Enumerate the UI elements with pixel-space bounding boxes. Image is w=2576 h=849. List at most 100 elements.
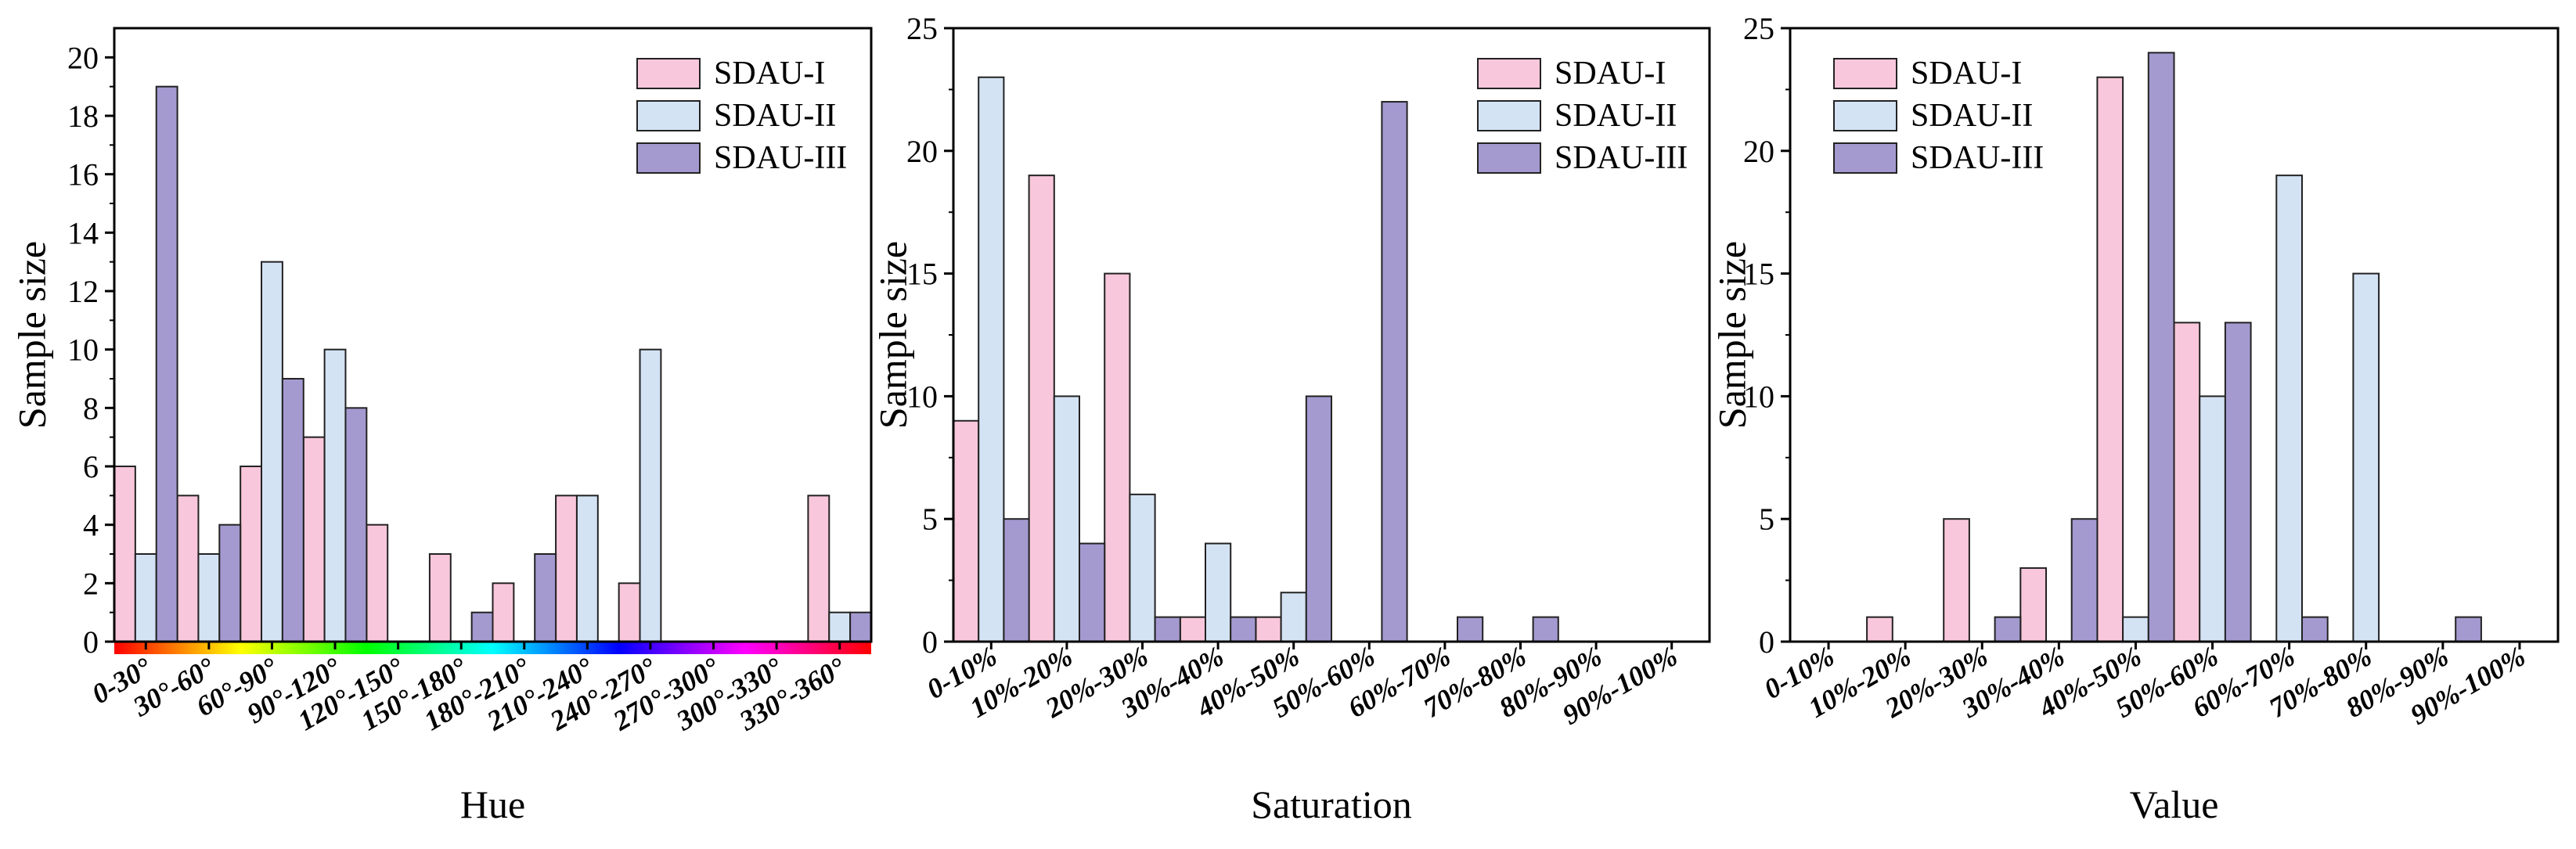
bar-sdau-iii-1 (155, 85, 178, 642)
legend-swatch-sdau-i (1833, 58, 1897, 89)
y-tick-label: 15 (1743, 257, 1774, 292)
bar-sdau-iii-5 (1305, 395, 1333, 642)
legend-label-sdau-ii: SDAU-II (1555, 98, 1677, 134)
y-tick-label: 6 (83, 449, 99, 484)
legend-swatch-sdau-i (636, 58, 701, 89)
bar-sdau-i-2 (176, 495, 200, 642)
bar-sdau-iii-4 (1230, 616, 1257, 643)
y-axis-title: Sample size (870, 241, 914, 429)
bars (1789, 52, 2560, 643)
y-tick-label: 12 (67, 274, 99, 309)
bar-sdau-iii-3 (1994, 616, 2022, 643)
bar-sdau-iii-2 (1079, 542, 1106, 642)
bar-sdau-ii-9 (639, 348, 662, 642)
y-tick-label: 0 (1759, 624, 1774, 660)
legend-label-sdau-iii: SDAU-III (714, 140, 847, 176)
x-axis: 0-30°30°-60°60°-90°90°-120°120°-150°150°… (87, 642, 851, 737)
legend-label-sdau-iii: SDAU-III (1555, 140, 1688, 176)
legend: SDAU-I SDAU-II SDAU-III (636, 56, 847, 176)
bar-sdau-iii-4 (344, 407, 368, 642)
bar-sdau-ii-4 (323, 348, 347, 642)
y-tick-label: 14 (67, 215, 99, 250)
y-tick-label: 10 (1743, 379, 1774, 414)
bar-sdau-i-4 (2019, 567, 2048, 642)
bar-sdau-i-2 (1028, 174, 1055, 643)
bar-sdau-i-3 (1104, 272, 1131, 642)
bar-sdau-iii-1 (1003, 518, 1030, 643)
legend-swatch-sdau-iii (636, 142, 701, 174)
chart-panel-3: 0 5 10 15 20 25 0-10%10%-20%20%-30%30%-40%40%-… (1710, 11, 2560, 826)
bar-sdau-i-7 (492, 582, 515, 642)
bar-sdau-i-6 (428, 553, 452, 642)
bar-sdau-ii-8 (2352, 272, 2380, 642)
y-axis-title: Sample size (9, 241, 53, 429)
y-axis-title: Sample size (1710, 241, 1753, 429)
y-tick-label: 16 (67, 157, 99, 192)
y-tick-label: 10 (67, 333, 99, 368)
y-tick-label: 20 (1743, 134, 1774, 169)
bar-sdau-i-1 (953, 419, 980, 642)
legend-label-sdau-i: SDAU-I (1911, 56, 2022, 92)
bar-sdau-i-4 (1179, 616, 1207, 643)
bar-sdau-iii-4 (2070, 518, 2099, 643)
y-tick-label: 20 (906, 134, 938, 169)
bar-sdau-ii-6 (2199, 395, 2226, 642)
legend: SDAU-I SDAU-II SDAU-III (1477, 56, 1688, 176)
bar-sdau-iii-6 (2224, 322, 2252, 642)
bar-sdau-ii-12 (828, 611, 852, 643)
legend-swatch-sdau-ii (1477, 100, 1541, 131)
x-axis-title: Value (2130, 782, 2219, 826)
y-tick-label: 15 (906, 257, 938, 292)
bar-sdau-i-9 (618, 582, 641, 642)
y-tick-label: 8 (83, 390, 99, 426)
y-axis: 0 5 10 15 20 25 (906, 11, 953, 660)
y-tick-label: 25 (906, 11, 938, 46)
bar-sdau-i-8 (555, 495, 578, 642)
y-axis: 0 2 4 6 8 10 12 14 16 18 20 (67, 40, 114, 660)
bar-sdau-iii-7 (2301, 616, 2329, 643)
bars (113, 85, 873, 643)
legend-swatch-sdau-ii (1833, 100, 1897, 131)
bar-sdau-ii-2 (197, 553, 221, 642)
legend-swatch-sdau-iii (1833, 142, 1897, 174)
bar-sdau-ii-1 (134, 553, 157, 642)
hue-color-strip (114, 642, 871, 654)
legend-label-sdau-ii: SDAU-II (714, 98, 836, 134)
bar-sdau-iii-5 (2147, 52, 2175, 643)
x-axis-title: Saturation (1251, 782, 1412, 826)
legend-swatch-sdau-iii (1477, 142, 1541, 174)
bar-sdau-iii-6 (1381, 101, 1408, 642)
legend-swatch-sdau-i (1477, 58, 1541, 89)
bar-sdau-i-1 (113, 466, 136, 642)
bar-sdau-ii-5 (1280, 592, 1307, 643)
y-tick-label: 2 (83, 566, 99, 601)
bar-sdau-i-12 (807, 495, 830, 642)
y-tick-label: 4 (83, 508, 99, 543)
legend-label-sdau-i: SDAU-I (1555, 56, 1666, 92)
bar-sdau-iii-12 (849, 611, 873, 643)
bar-sdau-ii-3 (261, 261, 283, 642)
y-tick-label: 5 (1759, 502, 1774, 537)
y-tick-label: 5 (922, 502, 938, 537)
legend-swatch-sdau-ii (636, 100, 701, 131)
bar-sdau-i-5 (2096, 76, 2124, 643)
bar-sdau-ii-3 (1129, 493, 1156, 643)
y-tick-label: 10 (906, 379, 938, 414)
bar-sdau-ii-4 (1205, 542, 1232, 642)
bar-sdau-i-5 (1255, 616, 1282, 643)
bar-sdau-i-2 (1866, 616, 1893, 643)
legend-label-sdau-i: SDAU-I (714, 56, 825, 92)
bar-sdau-ii-8 (575, 495, 599, 642)
bar-sdau-i-6 (2173, 322, 2201, 642)
y-tick-label: 0 (922, 624, 938, 660)
bar-sdau-ii-7 (2275, 174, 2304, 643)
legend-label-sdau-ii: SDAU-II (1911, 98, 2033, 134)
x-axis: 0-10%10%-20%20%-30%30%-40%40%-50%50%-60%… (921, 640, 1683, 731)
bar-sdau-ii-1 (978, 76, 1005, 643)
bar-sdau-iii-2 (218, 523, 242, 643)
y-tick-label: 18 (67, 99, 99, 134)
y-tick-label: 25 (1743, 11, 1774, 46)
bar-sdau-iii-3 (281, 378, 304, 642)
bar-sdau-i-3 (240, 466, 263, 642)
